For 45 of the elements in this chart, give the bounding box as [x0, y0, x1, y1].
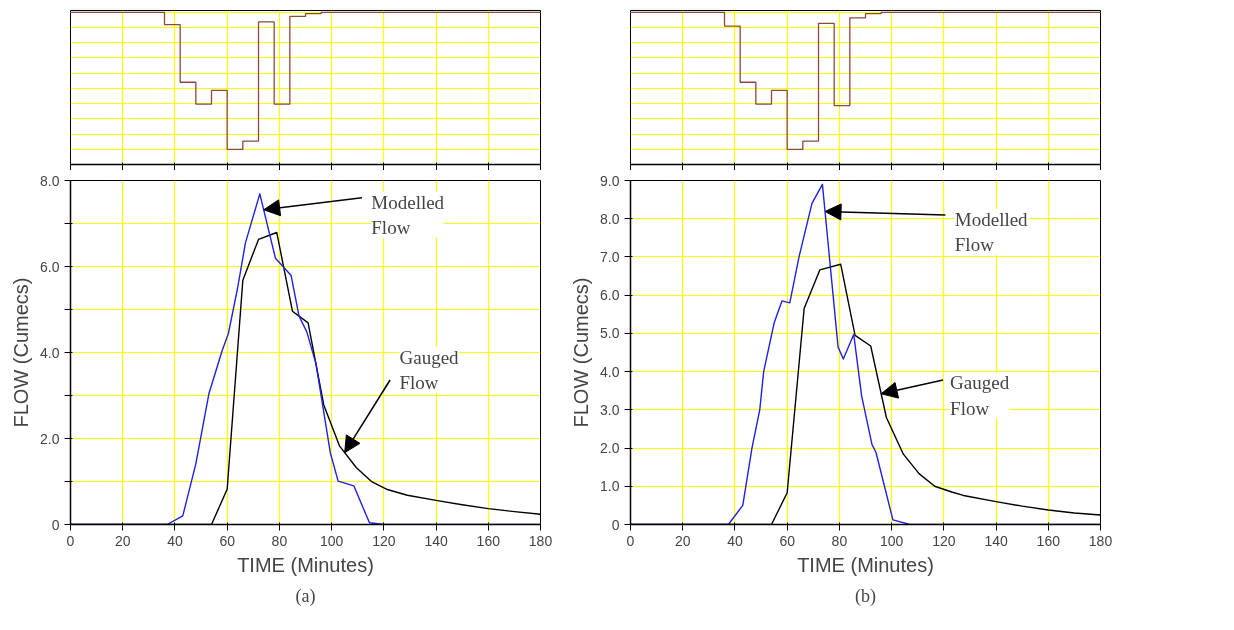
y-tick-label: 0	[51, 516, 60, 533]
y-tick-label: 5.0	[600, 325, 620, 342]
y-axis-title: FLOW (Cumecs)	[10, 277, 33, 428]
x-tick-label: 140	[984, 532, 1008, 549]
y-tick-label: 0	[611, 516, 620, 533]
y-tick-label: 2.0	[600, 440, 620, 457]
y-tick-label: 2.0	[40, 430, 60, 447]
x-tick-label: 0	[66, 532, 75, 549]
text: (a)	[295, 585, 316, 607]
x-tick-label: 60	[779, 532, 796, 549]
y-tick-label: 6.0	[600, 287, 620, 304]
annotation: Modelled Flow	[371, 191, 445, 238]
annotation: Gauged Flow	[950, 372, 1010, 419]
x-tick-label: 80	[271, 532, 288, 549]
x-tick-label: 180	[528, 532, 553, 549]
y-tick-label: 8.0	[40, 172, 60, 189]
x-axis-title: TIME (Minutes)	[237, 553, 374, 576]
text: (b)	[855, 585, 877, 607]
annotation: Gauged Flow	[399, 346, 460, 393]
x-tick-label: 140	[424, 532, 448, 549]
y-tick-label: 4.0	[600, 363, 620, 380]
y-tick-label: 9.0	[600, 172, 620, 189]
x-tick-label: 100	[319, 532, 344, 549]
y-tick-label: 4.0	[40, 344, 60, 361]
x-tick-label: 120	[372, 532, 396, 549]
y-axis-title: FLOW (Cumecs)	[570, 277, 593, 428]
x-tick-label: 120	[932, 532, 956, 549]
y-tick-label: 8.0	[600, 210, 620, 227]
x-tick-label: 180	[1088, 532, 1113, 549]
x-axis-title: TIME (Minutes)	[797, 553, 934, 576]
y-tick-label: 3.0	[600, 401, 620, 418]
x-tick-label: 160	[476, 532, 501, 549]
y-tick-label: 1.0	[600, 478, 620, 495]
x-tick-label: 60	[219, 532, 236, 549]
x-tick-label: 0	[626, 532, 635, 549]
y-tick-label: 7.0	[600, 248, 620, 265]
x-tick-label: 40	[167, 532, 183, 549]
x-tick-label: 100	[879, 532, 904, 549]
x-tick-label: 20	[114, 532, 131, 549]
annotation: Modelled Flow	[954, 209, 1029, 256]
x-tick-label: 160	[1036, 532, 1061, 549]
x-tick-label: 40	[727, 532, 743, 549]
x-tick-label: 20	[674, 532, 691, 549]
x-tick-label: 80	[831, 532, 848, 549]
y-tick-label: 6.0	[40, 258, 60, 275]
